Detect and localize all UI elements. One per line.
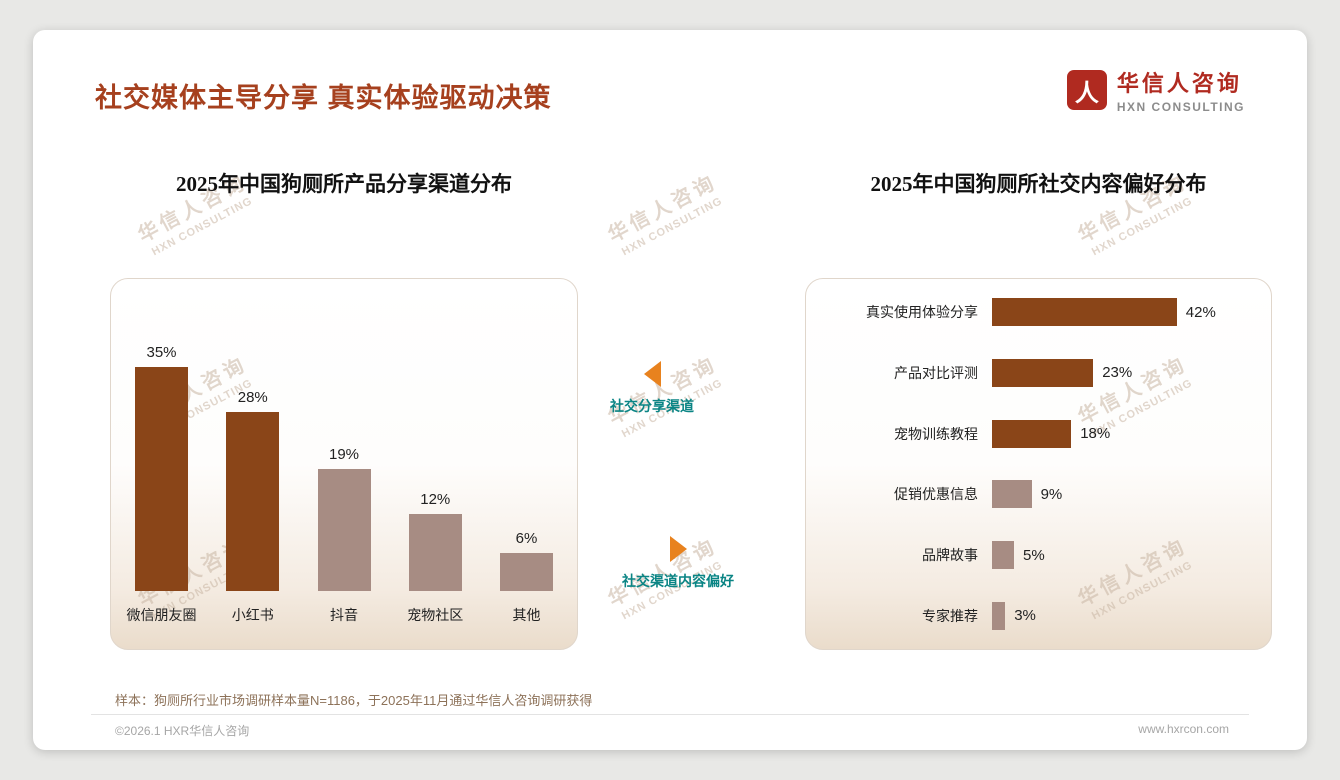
category-label: 抖音 (330, 607, 358, 623)
bar (135, 367, 188, 591)
bar-column: 12% 宠物社区 (407, 307, 464, 627)
bar-value-label: 9% (1040, 485, 1063, 503)
category-label: 专家推荐 (922, 607, 978, 624)
bar (992, 358, 1094, 387)
bar-value-label: 6% (515, 529, 538, 547)
bar-row: 宠物训练教程 18% (828, 419, 1253, 449)
logo-icon-glyph: 人 (1074, 79, 1099, 107)
bar (408, 514, 462, 591)
website-url: www.hxrcon.com (1138, 722, 1229, 736)
bar-column: 19% 抖音 (317, 307, 371, 627)
bar-value-label: 18% (1080, 425, 1111, 443)
logo-icon: 人 (1066, 70, 1107, 110)
bar-row: 品牌故事 5% (828, 540, 1253, 570)
sample-note: 样本：狗厕所行业市场调研样本量N=1186，于2025年11月通过华信人咨询调研… (115, 693, 593, 708)
bar-row: 真实使用体验分享 42% (828, 297, 1253, 327)
watermark-en: HXN CONSULTING (1089, 195, 1195, 259)
annotation-share-channels-label: 社交分享渠道 (610, 398, 694, 414)
share-channel-chart: 35% 微信朋友圈 28% 小红书 19% 抖音 12% 宠物社区 6% 其他 (127, 307, 553, 627)
category-label: 真实使用体验分享 (866, 304, 978, 320)
category-label: 小红书 (231, 607, 274, 623)
watermark-en: HXN CONSULTING (149, 195, 255, 259)
footer-divider (91, 714, 1249, 715)
bar-row: 专家推荐 3% (828, 601, 1253, 631)
watermark: 华信人咨询 HXN CONSULTING (602, 166, 728, 260)
bar-column: 35% 微信朋友圈 (127, 307, 197, 627)
company-logo: 人 华信人咨询 HXN CONSULTING (1066, 66, 1245, 114)
logo-company-name-en: HXN CONSULTING (1116, 100, 1245, 114)
content-preference-chart-title: 2025年中国狗厕所社交内容偏好分布 (870, 172, 1207, 196)
content-preference-chart-panel: 真实使用体验分享 42% 产品对比评测 23% 宠物训练教程 18% 促销优惠信息 9% 品牌故… (805, 278, 1272, 650)
bar (317, 469, 371, 591)
category-label: 微信朋友圈 (126, 607, 197, 623)
copyright-text: ©2026.1 HXR华信人咨询 (115, 724, 250, 738)
category-label: 宠物训练教程 (894, 425, 978, 442)
bar (226, 411, 280, 591)
bar-value-label: 42% (1185, 303, 1216, 321)
category-label: 产品对比评测 (894, 364, 978, 381)
category-label: 其他 (512, 607, 541, 623)
bar-value-label: 28% (237, 388, 268, 406)
annotation-share-channels: 社交分享渠道 (586, 361, 718, 416)
category-label: 宠物社区 (407, 607, 464, 623)
slide: 社交媒体主导分享 真实体验驱动决策 人 华信人咨询 HXN CONSULTING… (33, 30, 1307, 750)
bar-row: 促销优惠信息 9% (828, 479, 1253, 509)
bar (992, 601, 1006, 630)
logo-company-name: 华信人咨询 (1116, 71, 1242, 96)
bar (992, 541, 1014, 570)
bar-value-label: 3% (1014, 607, 1036, 625)
annotation-content-preference: 社交渠道内容偏好 (598, 536, 758, 591)
logo-text: 华信人咨询 HXN CONSULTING (1117, 66, 1245, 114)
bar (500, 552, 553, 591)
watermark-cn: 华信人咨询 (604, 171, 722, 247)
bar-value-label: 35% (146, 344, 177, 361)
content-preference-chart: 真实使用体验分享 42% 产品对比评测 23% 宠物训练教程 18% 促销优惠信息 9% 品牌故… (828, 297, 1253, 631)
bar (992, 480, 1032, 509)
bar-column: 28% 小红书 (226, 307, 280, 627)
share-channel-chart-panel: 35% 微信朋友圈 28% 小红书 19% 抖音 12% 宠物社区 6% 其他 (110, 278, 578, 650)
bar-value-label: 5% (1023, 546, 1045, 564)
bar-value-label: 19% (328, 446, 360, 464)
category-label: 促销优惠信息 (894, 486, 978, 503)
bar-row: 产品对比评测 23% (828, 358, 1253, 388)
share-channel-chart-title: 2025年中国狗厕所产品分享渠道分布 (176, 172, 512, 196)
arrow-right-icon (669, 536, 687, 562)
bar-value-label: 23% (1102, 364, 1133, 382)
bar (992, 298, 1177, 326)
bar-column: 6% 其他 (500, 307, 553, 627)
annotation-content-preference-label: 社交渠道内容偏好 (622, 573, 734, 589)
category-label: 品牌故事 (922, 547, 978, 564)
arrow-left-icon (643, 361, 661, 387)
bar (992, 419, 1072, 448)
page-title: 社交媒体主导分享 真实体验驱动决策 (95, 83, 552, 113)
watermark-en: HXN CONSULTING (619, 195, 725, 259)
bar-value-label: 12% (420, 491, 451, 509)
